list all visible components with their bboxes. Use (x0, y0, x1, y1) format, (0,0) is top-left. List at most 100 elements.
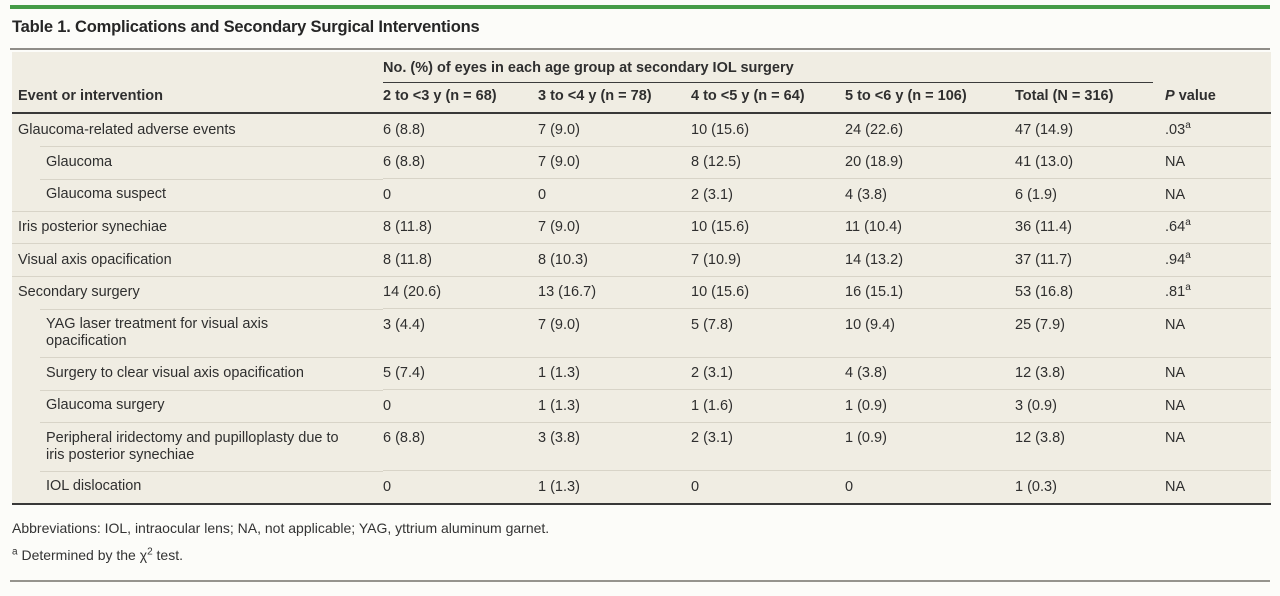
cell-value: 8 (10.3) (538, 243, 691, 276)
column-header-age-2-3: 2 to <3 y (n = 68) (383, 88, 497, 104)
cell-value: 0 (383, 178, 538, 211)
cell-value: 6 (8.8) (383, 145, 538, 179)
cell-value: 4 (3.8) (845, 178, 1015, 211)
p-italic: P (1165, 88, 1175, 104)
column-group-label: No. (%) of eyes in each age group at sec… (383, 60, 1154, 83)
table-header: Event or intervention No. (%) of eyes in… (12, 52, 1272, 113)
cell-value: 20 (18.9) (845, 145, 1015, 179)
cell-value: 16 (15.1) (845, 275, 1015, 309)
cell-value: 1 (1.3) (538, 470, 691, 504)
cell-value: 0 (538, 178, 691, 211)
row-label: Iris posterior synechiae (12, 210, 383, 244)
cell-value: 10 (9.4) (845, 308, 1015, 357)
cell-value: 7 (9.0) (538, 210, 691, 244)
table-row: YAG laser treatment for visual axis opac… (12, 308, 1272, 357)
cell-value: 36 (11.4) (1015, 210, 1166, 244)
row-label: IOL dislocation (12, 470, 383, 504)
table-row: Glaucoma surgery 0 1 (1.3) 1 (1.6) 1 (0.9) 3 … (12, 389, 1272, 422)
column-header-age-4-5: 4 to <5 y (n = 64) (691, 88, 805, 104)
p-value-cell: NA (1165, 145, 1272, 179)
cell-value: 1 (1.3) (538, 356, 691, 390)
cell-value: 0 (845, 470, 1015, 504)
row-label: YAG laser treatment for visual axis opac… (12, 308, 383, 357)
cell-value: 7 (9.0) (538, 308, 691, 357)
title-rule (10, 48, 1270, 50)
cell-value: 12 (3.8) (1015, 356, 1166, 390)
p-value-cell: NA (1165, 178, 1272, 211)
row-label: Peripheral iridectomy and pupilloplasty … (12, 422, 383, 471)
table-row: Peripheral iridectomy and pupilloplasty … (12, 421, 1272, 471)
complications-table: Event or intervention No. (%) of eyes in… (12, 52, 1272, 505)
cell-value: 24 (22.6) (845, 121, 904, 138)
footnote-a: a Determined by the χ2 test. (12, 546, 1280, 564)
p-value-footnote-marker: a (1185, 119, 1191, 131)
cell-value: 8 (11.8) (383, 243, 538, 276)
row-label: Glaucoma surgery (12, 389, 383, 422)
cell-value: 4 (3.8) (845, 356, 1015, 390)
cell-value: 25 (7.9) (1015, 308, 1166, 357)
cell-value: 3 (3.8) (538, 421, 691, 471)
row-label: Secondary surgery (12, 275, 383, 309)
table-body: Glaucoma-related adverse events 6 (8.8) 7 … (12, 113, 1272, 504)
cell-value: 47 (14.9) (1015, 121, 1074, 138)
row-label: Glaucoma (12, 146, 383, 179)
p-value-cell: NA (1165, 389, 1272, 422)
row-label: Surgery to clear visual axis opacificati… (12, 357, 383, 390)
journal-table-figure: Table 1. Complications and Secondary Sur… (0, 5, 1280, 596)
cell-value: 3 (0.9) (1015, 389, 1166, 422)
p-value-cell: .64a (1165, 210, 1272, 244)
row-label: Glaucoma-related adverse events (18, 121, 236, 138)
p-value-cell: NA (1165, 308, 1272, 357)
column-group-header: No. (%) of eyes in each age group at sec… (383, 52, 1165, 83)
footnote-a-marker: a (12, 545, 18, 557)
row-label: Glaucoma suspect (12, 178, 383, 211)
column-header-event: Event or intervention (18, 88, 164, 104)
abbreviations-note: Abbreviations: IOL, intraocular lens; NA… (12, 519, 550, 536)
cell-value: 3 (4.4) (383, 308, 538, 357)
cell-value: 1 (0.9) (845, 389, 1015, 422)
cell-value: 2 (3.1) (691, 421, 845, 471)
p-value-footnote-marker: a (1185, 217, 1191, 229)
row-label: Visual axis opacification (12, 243, 383, 276)
p-value-cell: NA (1165, 421, 1272, 471)
footnote-a-tail: test. (152, 546, 184, 563)
cell-value: 5 (7.4) (383, 356, 538, 390)
cell-value: 8 (11.8) (383, 210, 538, 244)
column-header-age-3-4: 3 to <4 y (n = 78) (538, 88, 652, 104)
p-value-cell: NA (1165, 470, 1272, 504)
cell-value: 2 (3.1) (691, 178, 845, 211)
p-value-footnote-marker: a (1185, 282, 1191, 294)
cell-value: 10 (15.6) (691, 275, 845, 309)
cell-value: 0 (383, 470, 538, 504)
header-spanner-row: Event or intervention No. (%) of eyes in… (12, 52, 1271, 104)
p-value-footnote-marker: a (1185, 249, 1191, 261)
cell-value: 0 (691, 470, 845, 504)
cell-value: 2 (3.1) (691, 356, 845, 390)
cell-value: 10 (15.6) (691, 121, 750, 138)
table-row: Iris posterior synechiae 8 (11.8) 7 (9.0) 1… (12, 210, 1272, 244)
column-header-age-5-6: 5 to <6 y (n = 106) (845, 88, 967, 104)
cell-value: 14 (20.6) (383, 275, 538, 309)
footnote-a-text: Determined by the χ (17, 546, 148, 563)
table-row: Secondary surgery 14 (20.6) 13 (16.7) 10 (1… (12, 275, 1272, 309)
cell-value: 1 (0.3) (1015, 470, 1166, 504)
cell-value: 6 (8.8) (383, 421, 538, 471)
cell-value: 1 (1.6) (691, 389, 845, 422)
cell-value: 7 (10.9) (691, 243, 845, 276)
p-value-cell: .03a (1165, 119, 1191, 138)
cell-value: 1 (1.3) (538, 389, 691, 422)
cell-value: 11 (10.4) (845, 210, 1015, 244)
cell-value: 0 (383, 389, 538, 422)
header-age-row: 2 to <3 y (n = 68) 3 to <4 y (n = 78) 4 … (12, 83, 1271, 113)
cell-value: 41 (13.0) (1015, 145, 1166, 179)
cell-value: 5 (7.8) (691, 308, 845, 357)
table-row: IOL dislocation 0 1 (1.3) 0 0 1 (0.3) NA (12, 470, 1272, 504)
table-row: Glaucoma 6 (8.8) 7 (9.0) 8 (12.5) 20 (18.9) 4… (12, 145, 1272, 179)
table-row: Glaucoma-related adverse events 6 (8.8) 7 … (12, 113, 1271, 146)
p-value-cell: .81a (1165, 275, 1272, 309)
cell-value: 13 (16.7) (538, 275, 691, 309)
cell-value: 6 (8.8) (383, 121, 425, 138)
cell-value: 53 (16.8) (1015, 275, 1166, 309)
table-row: Visual axis opacification 8 (11.8) 8 (10.3… (12, 243, 1272, 276)
cell-value: 8 (12.5) (691, 145, 845, 179)
